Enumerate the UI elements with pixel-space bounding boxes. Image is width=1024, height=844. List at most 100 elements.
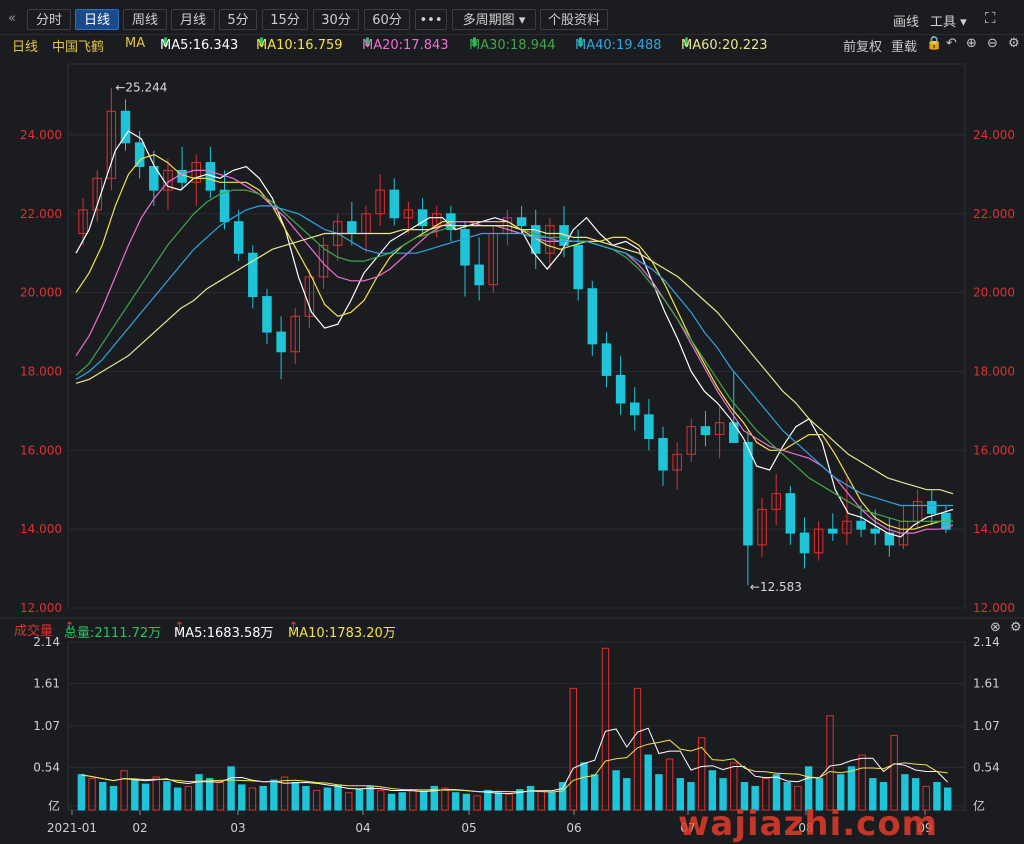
- volume-tick-left: 亿: [48, 798, 60, 813]
- volume-bar: [409, 789, 417, 811]
- price-tick-right: 22.000: [973, 207, 1015, 221]
- candle-body: [700, 426, 711, 436]
- volume-bar: [697, 737, 706, 811]
- ma20-text: MA20:17.843: [362, 38, 449, 53]
- tab-15min[interactable]: 15分: [262, 9, 308, 30]
- candle-body: [474, 264, 484, 286]
- price-tick-left: 18.000: [20, 364, 62, 378]
- candle-body: [828, 528, 838, 534]
- multi-period-dropdown[interactable]: 多周期图 ▾: [452, 9, 536, 30]
- adjust-button[interactable]: 前复权: [843, 40, 883, 55]
- volume-bar: [141, 783, 150, 811]
- down-arrow-icon: ⬇: [469, 36, 480, 51]
- volume-label[interactable]: 成交量: [14, 624, 54, 639]
- volume-bar: [195, 774, 203, 811]
- volume-bar: [601, 647, 610, 811]
- volume-bar: [826, 715, 834, 811]
- volume-bar: [537, 790, 545, 811]
- lock-icon[interactable]: 🔒: [926, 36, 943, 51]
- tab-fenshi[interactable]: 分时: [27, 9, 71, 30]
- volume-bar: [687, 782, 695, 811]
- down-arrow-icon: ⬇: [160, 36, 171, 51]
- volume-bar: [869, 778, 877, 811]
- overlay-button[interactable]: 重载: [891, 40, 918, 55]
- candle-body: [842, 520, 852, 534]
- close-icon[interactable]: ⊗: [990, 620, 1001, 635]
- ma5-value: MA5:16.343 ⬇: [160, 36, 238, 53]
- ma-line-ma20: [75, 169, 954, 534]
- zoom-out-icon[interactable]: ⊖: [987, 36, 998, 51]
- volume-tick-left: 2.14: [33, 635, 60, 649]
- volume-ma10-text: MA10:1783.20万: [288, 626, 396, 641]
- volume-ma10-line: [81, 739, 948, 793]
- price-tick-right: 20.000: [973, 286, 1015, 300]
- price-tick-right: 24.000: [973, 128, 1015, 142]
- volume-bar: [387, 793, 396, 811]
- candle-body: [743, 441, 753, 546]
- ma-info-bar: 日线 中国飞鹤 MA MA5:16.343 ⬇ MA10:16.759 ⬇ MA20…: [0, 34, 1024, 55]
- candle-body: [516, 217, 527, 227]
- down-arrow-icon: ⬇: [256, 36, 267, 51]
- volume-bar: [580, 762, 588, 811]
- draw-line-button[interactable]: 画线: [893, 15, 920, 30]
- price-tick-right: 14.000: [973, 522, 1015, 536]
- volume-ma5: MA5:1683.58万 ↑: [174, 620, 274, 641]
- zoom-in-icon[interactable]: ⊕: [966, 36, 977, 51]
- price-tick-right: 18.000: [973, 364, 1015, 378]
- candle-body: [149, 165, 159, 191]
- x-tick-label: 03: [230, 821, 245, 835]
- candle-body: [601, 343, 612, 376]
- volume-bar: [312, 789, 321, 811]
- tab-weekly[interactable]: 周线: [123, 9, 167, 30]
- ma-label[interactable]: MA: [125, 36, 146, 51]
- volume-bar: [676, 778, 684, 811]
- volume-bar: [77, 774, 86, 811]
- tab-daily[interactable]: 日线: [75, 9, 119, 30]
- volume-tick-right: 1.61: [973, 677, 1000, 691]
- ma60-text: MA60:20.223: [681, 38, 768, 53]
- volume-bar: [238, 784, 246, 811]
- volume-bar: [890, 734, 898, 811]
- volume-total: 总量:2111.72万 ↑: [64, 620, 161, 641]
- ma-line-ma40: [75, 205, 953, 507]
- candle-body: [375, 189, 385, 215]
- candle-body: [78, 209, 88, 235]
- tools-label: 工具: [930, 15, 957, 30]
- volume-bar: [505, 793, 513, 811]
- tools-dropdown[interactable]: 工具 ▾: [930, 15, 967, 30]
- volume-bar: [730, 762, 738, 811]
- high-label: ←25.244: [115, 81, 167, 95]
- candle-body: [757, 508, 767, 546]
- volume-bar: [526, 785, 535, 811]
- undo-icon[interactable]: ↶: [946, 36, 957, 51]
- volume-bar: [922, 785, 930, 811]
- down-arrow-icon: ⬇: [575, 36, 586, 51]
- expand-icon[interactable]: ⛶: [985, 9, 996, 27]
- ma-line-ma10: [75, 154, 953, 530]
- volume-tick-left: 1.61: [33, 677, 60, 691]
- price-panel-frame: [67, 63, 966, 609]
- candle-body: [219, 189, 230, 223]
- more-button[interactable]: •••: [415, 9, 447, 30]
- volume-bar: [847, 766, 856, 811]
- volume-settings-icon[interactable]: ⚙: [1010, 620, 1022, 635]
- price-tick-right: 12.000: [973, 601, 1015, 615]
- volume-ma10: MA10:1783.20万 ↑: [288, 620, 396, 641]
- x-tick-label: 07: [680, 821, 695, 835]
- settings-icon[interactable]: ⚙: [1008, 36, 1020, 51]
- tab-60min[interactable]: 60分: [364, 9, 410, 30]
- volume-bar: [355, 788, 364, 811]
- candle-body: [389, 189, 400, 219]
- ma-line-ma5: [75, 130, 954, 538]
- back-icon[interactable]: «: [8, 11, 16, 26]
- volume-bar: [323, 787, 332, 811]
- tab-monthly[interactable]: 月线: [171, 9, 215, 30]
- candle-body: [799, 532, 810, 554]
- volume-bar: [484, 789, 492, 811]
- stock-info-button[interactable]: 个股资料: [540, 9, 608, 30]
- volume-bar: [152, 776, 160, 811]
- tab-5min[interactable]: 5分: [219, 9, 257, 30]
- volume-bar: [366, 785, 374, 811]
- tab-30min[interactable]: 30分: [313, 9, 359, 30]
